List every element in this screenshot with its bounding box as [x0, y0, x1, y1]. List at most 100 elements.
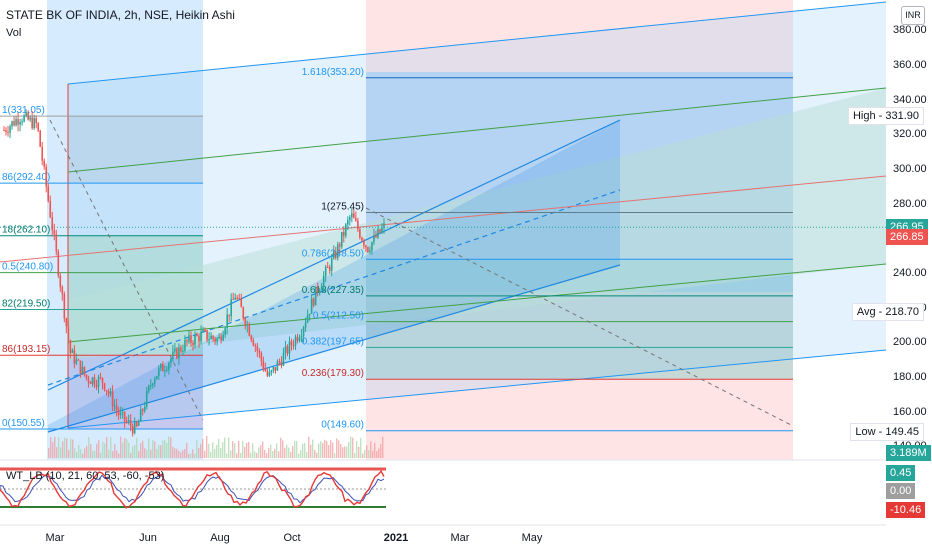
- volume-bar: [94, 450, 96, 458]
- candle-body: [284, 346, 287, 354]
- candle-body: [290, 341, 293, 346]
- candle-body: [230, 299, 232, 317]
- volume-bar: [214, 448, 216, 458]
- candle-body: [137, 421, 140, 426]
- volume-bar: [108, 449, 110, 458]
- fib2-label-0.382: 0.382(197.65): [302, 336, 364, 347]
- volume-bar: [90, 443, 92, 458]
- candle-body: [310, 298, 313, 314]
- volume-bar: [276, 443, 278, 458]
- candle-body: [282, 353, 285, 366]
- candle-body: [371, 242, 373, 251]
- volume-bar: [210, 451, 212, 458]
- candle-body: [302, 327, 305, 336]
- volume-bar: [120, 436, 122, 458]
- candle-body: [202, 329, 204, 332]
- inner-channel-fill: [48, 120, 620, 432]
- fib2-label-0.236: 0.236(179.30): [302, 368, 364, 379]
- wt-value-tag: 0.00: [886, 483, 916, 499]
- candle-body: [292, 345, 295, 347]
- candle-body: [365, 245, 367, 248]
- volume-bar: [104, 443, 106, 458]
- candle-body: [260, 352, 263, 361]
- volume-bar: [194, 453, 196, 458]
- volume-bar: [174, 448, 176, 458]
- volume-bar: [334, 453, 336, 458]
- volume-bar: [382, 436, 384, 458]
- candle-body: [228, 314, 230, 317]
- candle-body: [332, 251, 335, 259]
- candle-body: [238, 297, 241, 299]
- x-tick-label: Aug: [210, 532, 230, 544]
- volume-bar: [236, 453, 238, 458]
- volume-bar: [272, 451, 274, 458]
- candle-body: [97, 377, 100, 387]
- candle-body: [186, 340, 188, 342]
- candle-body: [383, 223, 385, 228]
- volume-bar: [212, 442, 214, 458]
- candle-body: [149, 385, 152, 387]
- candle-body: [316, 286, 319, 293]
- volume-bar: [370, 441, 372, 458]
- candle-body: [274, 366, 277, 371]
- volume-bar: [146, 449, 148, 458]
- volume-bar: [254, 451, 256, 458]
- volume-bar: [252, 443, 254, 458]
- currency-button[interactable]: INR: [901, 6, 925, 25]
- volume-bar: [230, 450, 232, 458]
- volume-bar: [98, 440, 100, 458]
- candle-body: [196, 335, 198, 337]
- volume-bar: [154, 441, 156, 458]
- candle-body: [198, 335, 200, 342]
- candle-body: [254, 345, 257, 347]
- candle-body: [135, 421, 138, 426]
- volume-bar: [166, 442, 168, 458]
- candle-body: [176, 348, 178, 359]
- candle-body: [117, 410, 120, 416]
- candle-body: [81, 366, 84, 375]
- volume-bar: [242, 440, 244, 458]
- volume-bar: [132, 446, 134, 458]
- volume-bar: [56, 447, 58, 458]
- candle-body: [182, 350, 184, 352]
- candle-body: [85, 374, 88, 378]
- volume-bar: [162, 440, 164, 458]
- candle-body: [162, 363, 164, 372]
- candle-body: [147, 385, 150, 392]
- candle-body: [351, 213, 353, 218]
- candle-body: [53, 230, 56, 235]
- candle-body: [51, 217, 54, 231]
- candle-body: [151, 383, 154, 386]
- symbol-title: STATE BK OF INDIA, 2h, NSE, Heikin Ashi: [6, 8, 235, 22]
- x-tick-label: Mar: [46, 532, 65, 544]
- candle-body: [367, 247, 369, 252]
- volume-bar: [330, 440, 332, 458]
- x-tick-label: 2021: [384, 532, 408, 544]
- candle-body: [328, 267, 331, 271]
- projection-line-1: [49, 119, 204, 421]
- y-tick-label: 340.00: [893, 93, 927, 106]
- volume-bar: [184, 449, 186, 458]
- candle-body: [214, 338, 216, 342]
- candle-body: [200, 331, 202, 342]
- candle-body: [5, 130, 7, 132]
- green-line-top: [67, 87, 887, 173]
- candle-body: [103, 383, 106, 391]
- candle-body: [166, 369, 168, 371]
- volume-bar: [204, 450, 206, 458]
- candle-body: [27, 112, 29, 120]
- candle-body: [15, 119, 17, 126]
- candle-body: [73, 350, 76, 364]
- candle-body: [99, 377, 102, 379]
- candle-body: [29, 117, 31, 120]
- volume-bar: [144, 448, 146, 458]
- candle-body: [357, 220, 359, 230]
- candle-body: [91, 377, 94, 384]
- volume-bar: [190, 453, 192, 458]
- volume-bar: [102, 441, 104, 458]
- wt-value-tag: -10.46: [886, 502, 926, 518]
- candle-body: [361, 237, 363, 241]
- volume-bar: [64, 437, 66, 458]
- candle-body: [3, 130, 5, 132]
